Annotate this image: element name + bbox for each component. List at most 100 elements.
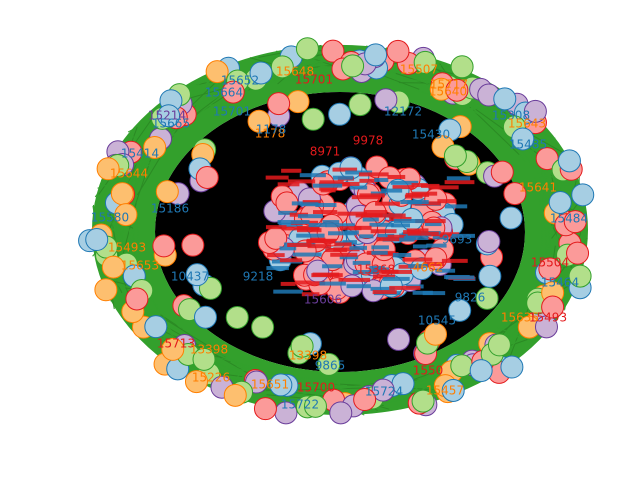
core-node — [372, 238, 396, 262]
core-label-clutter — [404, 194, 423, 199]
edge-line — [135, 209, 141, 273]
core-label-clutter — [368, 269, 399, 274]
node-label-23: 15493 — [108, 241, 146, 255]
core-node — [264, 226, 288, 250]
node-label-37: 15226 — [192, 371, 230, 385]
core-label-clutter — [369, 265, 385, 270]
ring-node — [321, 39, 345, 63]
node-label-3: 15701 — [295, 73, 333, 87]
node-label-26: 15653 — [121, 259, 159, 273]
node-label-11: 1178 — [255, 127, 286, 141]
core-label-clutter — [266, 266, 289, 271]
ring-node — [353, 388, 377, 412]
core-label-clutter — [334, 242, 352, 247]
node-label-18: 8971 — [310, 145, 341, 159]
core-label-clutter — [428, 185, 459, 190]
edge-line — [543, 190, 552, 256]
core-label-clutter — [407, 231, 439, 236]
mid-node — [478, 264, 502, 288]
edge-line — [97, 182, 114, 189]
ring-node — [523, 99, 547, 123]
node-label-6: 15640 — [429, 85, 467, 99]
edge-line — [131, 160, 155, 178]
ring-node — [143, 135, 167, 159]
edge-line — [394, 69, 397, 80]
ring-node — [364, 43, 388, 67]
core-label-clutter — [278, 222, 303, 227]
ring-node — [192, 347, 216, 371]
node-label-46: 1178 — [256, 123, 287, 137]
core-label-clutter — [446, 176, 471, 181]
core-label-clutter — [437, 199, 457, 204]
edge-line — [145, 309, 166, 313]
node-label-29: 15464 — [541, 276, 579, 290]
core-label-clutter — [332, 167, 358, 172]
ring-node — [114, 203, 138, 227]
core-label-clutter — [451, 233, 475, 238]
mid-node — [251, 315, 275, 339]
ring-node — [386, 39, 410, 63]
core-label-clutter — [277, 220, 310, 225]
core-label-clutter — [312, 183, 343, 188]
ring-node — [566, 241, 590, 265]
core-label-clutter — [279, 258, 302, 263]
node-label-41: 15457 — [426, 384, 464, 398]
core-label-clutter — [352, 270, 379, 275]
core-label-clutter — [299, 173, 326, 178]
core-label-clutter — [358, 172, 389, 177]
mid-node — [225, 305, 249, 329]
core-label-clutter — [300, 202, 319, 207]
node-label-5: 15664 — [205, 86, 243, 100]
ring-node — [85, 228, 109, 252]
node-label-32: 9826 — [455, 291, 486, 305]
core-label-clutter — [319, 180, 344, 185]
core-label-clutter — [387, 174, 406, 179]
mid-node — [490, 160, 514, 184]
core-label-clutter — [296, 233, 325, 238]
core-label-clutter — [301, 292, 320, 297]
labels-layer: 15648 15507 15652 15701 15717 15664 15640 12172… — [91, 63, 588, 412]
core-label-clutter — [408, 263, 428, 268]
core-label-clutter — [351, 195, 381, 200]
node-label-44: 10545 — [418, 314, 456, 328]
ring-node — [223, 383, 247, 407]
core-label-clutter — [392, 252, 412, 257]
edge-line — [535, 181, 547, 238]
core-label-clutter — [292, 252, 322, 257]
node-label-15: 15414 — [121, 147, 159, 161]
core-label-clutter — [325, 223, 355, 228]
core-label-clutter — [355, 213, 377, 218]
core-label-clutter — [339, 226, 362, 231]
node-label-19: 15644 — [110, 167, 148, 181]
ring-node — [469, 359, 493, 383]
core-label-clutter — [441, 258, 468, 263]
ring-node — [96, 157, 120, 181]
mid-node — [152, 234, 176, 258]
core-label-clutter — [280, 281, 296, 286]
core-label-clutter — [265, 225, 287, 230]
core-label-clutter — [322, 264, 343, 269]
core-label-clutter — [281, 168, 302, 173]
core-label-clutter — [426, 243, 447, 248]
node-label-1: 15507 — [400, 63, 438, 77]
node-label-4: 15717 — [430, 78, 468, 92]
ring-node — [571, 183, 595, 207]
ring-node — [568, 264, 592, 288]
core-label-clutter — [392, 185, 415, 190]
core-label-clutter — [402, 257, 433, 262]
node-label-27: 10437 — [171, 270, 209, 284]
mid-node — [348, 93, 372, 117]
core-label-clutter — [313, 210, 338, 215]
ring-node — [441, 379, 465, 403]
core-label-clutter — [273, 289, 303, 294]
node-label-30: 15606 — [304, 293, 342, 307]
ring-node — [450, 55, 474, 79]
core-label-clutter — [370, 286, 395, 291]
core-label-clutter — [349, 185, 368, 190]
node-label-25: 15484 — [550, 212, 588, 226]
core-label-clutter — [374, 177, 389, 182]
ring-node — [110, 182, 134, 206]
ring-node — [371, 378, 395, 402]
node-label-34: 15493 — [529, 311, 567, 325]
node-label-49: 13398 — [190, 343, 228, 357]
